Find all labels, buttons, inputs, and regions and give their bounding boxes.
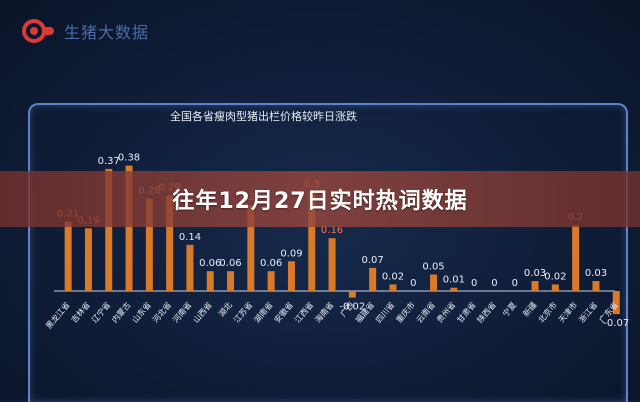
brand-mark-icon — [22, 19, 54, 43]
category-label-10: 湖南省 — [252, 300, 275, 325]
bar-18 — [430, 274, 438, 291]
data-label-20: 0 — [471, 278, 477, 289]
category-label-0: 黑龙江省 — [43, 300, 71, 331]
data-label-7: 0.06 — [199, 258, 221, 269]
headline-text: 往年12月27日实时热词数据 — [172, 189, 468, 214]
category-label-5: 河北省 — [150, 300, 173, 325]
data-label-13: 0.16 — [321, 225, 343, 236]
data-label-3: 0.38 — [118, 153, 140, 164]
data-label-11: 0.09 — [280, 248, 302, 259]
category-label-8: 湖北 — [217, 301, 234, 319]
bar-6 — [186, 244, 194, 291]
category-label-22: 宁夏 — [500, 300, 518, 319]
category-label-25: 天津市 — [556, 300, 579, 325]
category-label-21: 陕西省 — [475, 300, 498, 325]
bar-24 — [551, 284, 559, 291]
category-label-11: 安徽省 — [272, 300, 295, 325]
bar-13 — [328, 238, 336, 291]
bar-16 — [389, 284, 397, 291]
bar-9 — [247, 205, 255, 291]
data-label-21: 0 — [491, 278, 497, 289]
bar-19 — [450, 287, 458, 291]
category-label-19: 贵州省 — [434, 300, 457, 325]
brand-name: 生猪大数据 — [64, 23, 150, 42]
data-label-18: 0.05 — [422, 262, 444, 273]
category-label-4: 山东省 — [130, 300, 153, 325]
category-label-16: 四川省 — [373, 300, 396, 325]
data-label-8: 0.06 — [219, 258, 241, 269]
category-label-20: 甘肃省 — [455, 300, 478, 325]
category-label-13: 海南省 — [312, 300, 335, 325]
bar-2 — [105, 168, 113, 291]
data-label-22: 0 — [512, 278, 518, 289]
headline-banner: 往年12月27日实时热词数据 — [0, 171, 640, 227]
category-label-23: 新疆 — [521, 300, 539, 319]
bar-1 — [84, 228, 92, 291]
bar-26 — [592, 281, 600, 291]
chart-frame — [28, 103, 628, 402]
category-label-24: 北京市 — [536, 300, 559, 325]
data-label-14: -0.02 — [339, 302, 365, 313]
bar-14 — [348, 291, 356, 298]
data-label-10: 0.06 — [260, 258, 282, 269]
category-label-1: 吉林省 — [69, 300, 92, 325]
data-label-26: 0.03 — [585, 268, 607, 279]
category-label-3: 内蒙古 — [109, 300, 132, 325]
category-label-6: 河南省 — [170, 300, 193, 325]
category-label-26: 浙江省 — [576, 300, 599, 325]
data-label-27: -0.07 — [603, 318, 629, 329]
data-label-17: 0 — [410, 278, 416, 289]
category-label-7: 山西省 — [191, 300, 214, 325]
data-label-19: 0.01 — [443, 275, 465, 286]
bar-8 — [227, 271, 235, 291]
bar-5 — [166, 195, 174, 291]
data-label-2: 0.37 — [98, 156, 120, 167]
category-label-18: 云南省 — [414, 300, 437, 325]
data-label-24: 0.02 — [544, 271, 566, 282]
chart-title: 全国各省瘦肉型猪出栏价格较昨日涨跌 — [170, 110, 357, 123]
bar-25 — [572, 225, 580, 291]
brand-logo: 生猪大数据 — [22, 18, 149, 44]
data-label-23: 0.03 — [524, 268, 546, 279]
bar-4 — [145, 198, 153, 291]
bar-3 — [125, 165, 133, 291]
bar-15 — [369, 267, 377, 291]
bar-11 — [287, 261, 295, 291]
bar-23 — [531, 281, 539, 291]
bar-7 — [206, 271, 214, 291]
bar-27 — [612, 291, 620, 315]
bar-0 — [64, 221, 72, 291]
data-label-6: 0.14 — [179, 232, 201, 243]
data-label-16: 0.02 — [382, 271, 404, 282]
category-label-17: 重庆市 — [394, 300, 417, 325]
category-label-12: 江西省 — [292, 300, 315, 325]
bar-10 — [267, 271, 275, 291]
category-label-2: 辽宁省 — [89, 300, 112, 325]
data-label-15: 0.07 — [362, 255, 384, 266]
bar-12 — [308, 192, 316, 291]
category-label-9: 江苏省 — [231, 300, 254, 325]
